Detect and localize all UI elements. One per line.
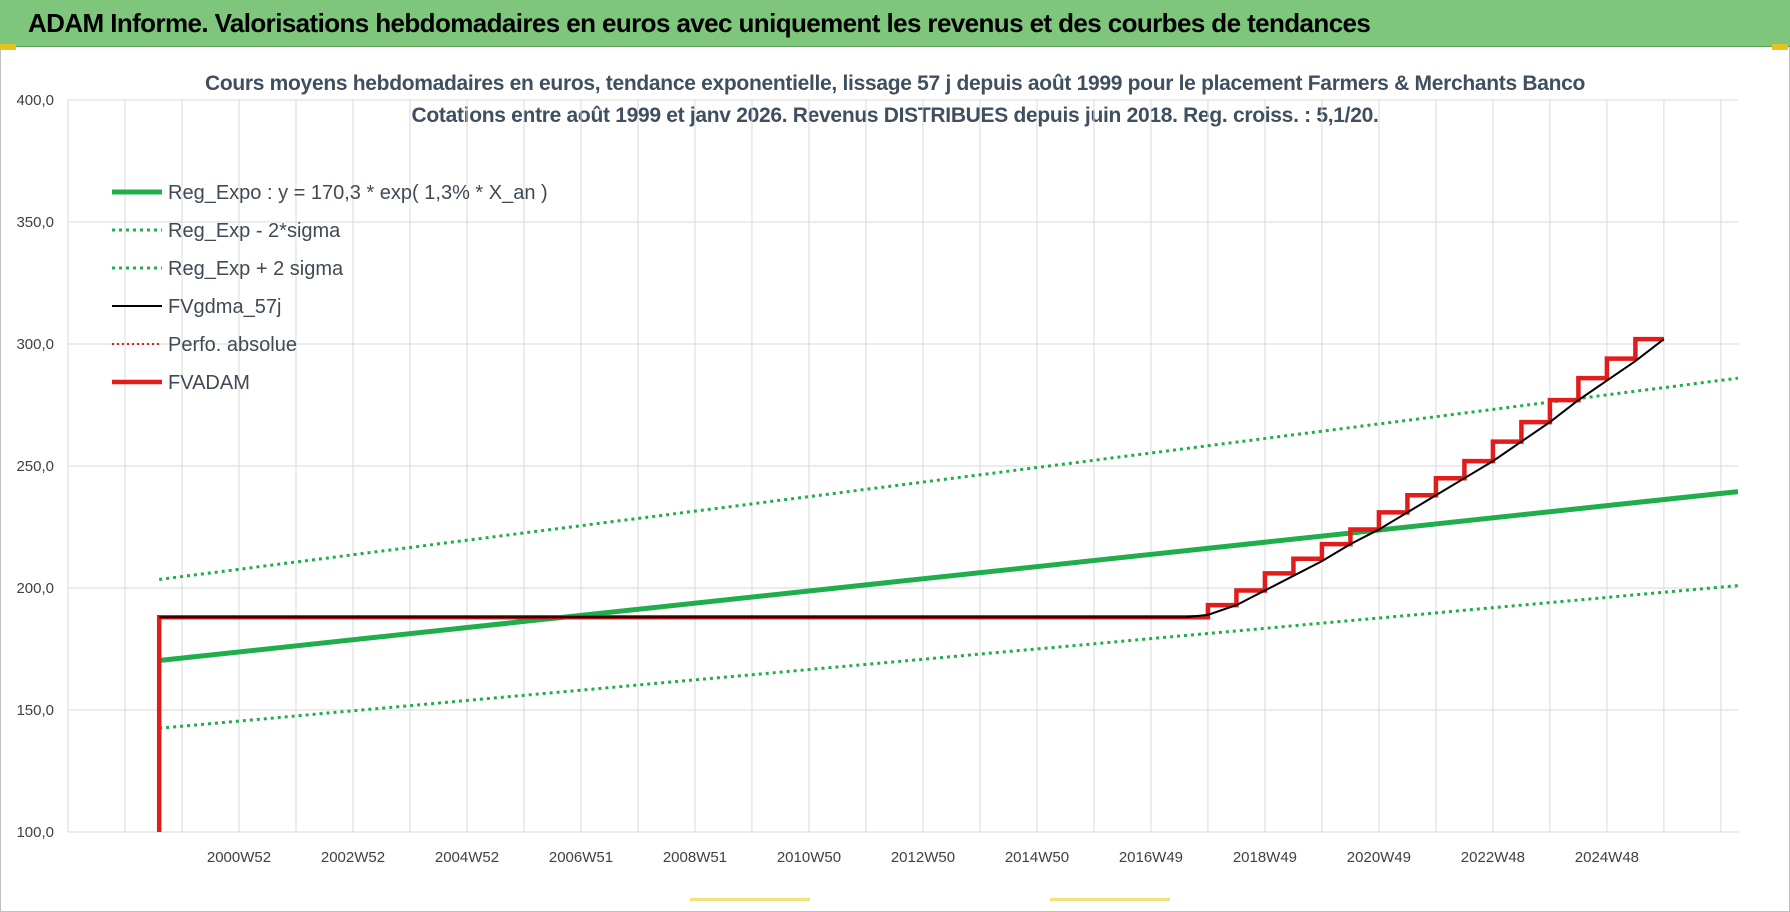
legend-label: FVgdma_57j (168, 296, 281, 318)
series-line-0 (158, 489, 1739, 663)
chart-title-line1: Cours moyens hebdomadaires en euros, ten… (204, 72, 1586, 95)
x-tick-label: 2006W51 (549, 849, 613, 866)
x-tick-label: 2020W49 (1347, 849, 1411, 866)
x-tick-label: 2004W52 (435, 849, 499, 866)
chart-title-line2: Cotations entre août 1999 et janv 2026. … (411, 104, 1379, 127)
bottom-bar-right (1050, 898, 1170, 901)
legend-label: Reg_Expo : y = 170,3 * exp( 1,3% * X_an … (168, 182, 548, 204)
corner-marker-right (1772, 44, 1788, 50)
y-tick-label: 300,0 (16, 336, 54, 353)
legend-label: Reg_Exp + 2 sigma (168, 258, 344, 280)
legend-label: FVADAM (168, 372, 250, 394)
y-tick-label: 150,0 (16, 702, 54, 719)
x-tick-label: 2002W52 (321, 849, 385, 866)
bottom-bar-left (690, 898, 810, 901)
report-title: ADAM Informe. Valorisations hebdomadaire… (28, 8, 1371, 38)
corner-marker-left (0, 44, 16, 50)
x-tick-label: 2024W48 (1575, 849, 1639, 866)
x-tick-label: 2000W52 (207, 849, 271, 866)
series-line-1 (159, 584, 1739, 730)
legend-label: Perfo. absolue (168, 334, 297, 356)
y-tick-label: 400,0 (16, 92, 54, 109)
legend-label: Reg_Exp - 2*sigma (168, 220, 341, 242)
x-tick-label: 2018W49 (1233, 849, 1297, 866)
y-tick-label: 250,0 (16, 458, 54, 475)
series-line-3 (159, 338, 1665, 619)
y-tick-label: 100,0 (16, 824, 54, 841)
report-header: ADAM Informe. Valorisations hebdomadaire… (0, 0, 1790, 47)
x-tick-label: 2008W51 (663, 849, 727, 866)
x-tick-label: 2010W50 (777, 849, 841, 866)
series-line-2 (159, 376, 1739, 581)
x-tick-label: 2012W50 (891, 849, 955, 866)
y-tick-label: 350,0 (16, 214, 54, 231)
x-tick-label: 2022W48 (1461, 849, 1525, 866)
x-tick-label: 2016W49 (1119, 849, 1183, 866)
x-tick-label: 2014W50 (1005, 849, 1069, 866)
series-line-5 (156, 336, 1664, 832)
y-tick-label: 200,0 (16, 580, 54, 597)
